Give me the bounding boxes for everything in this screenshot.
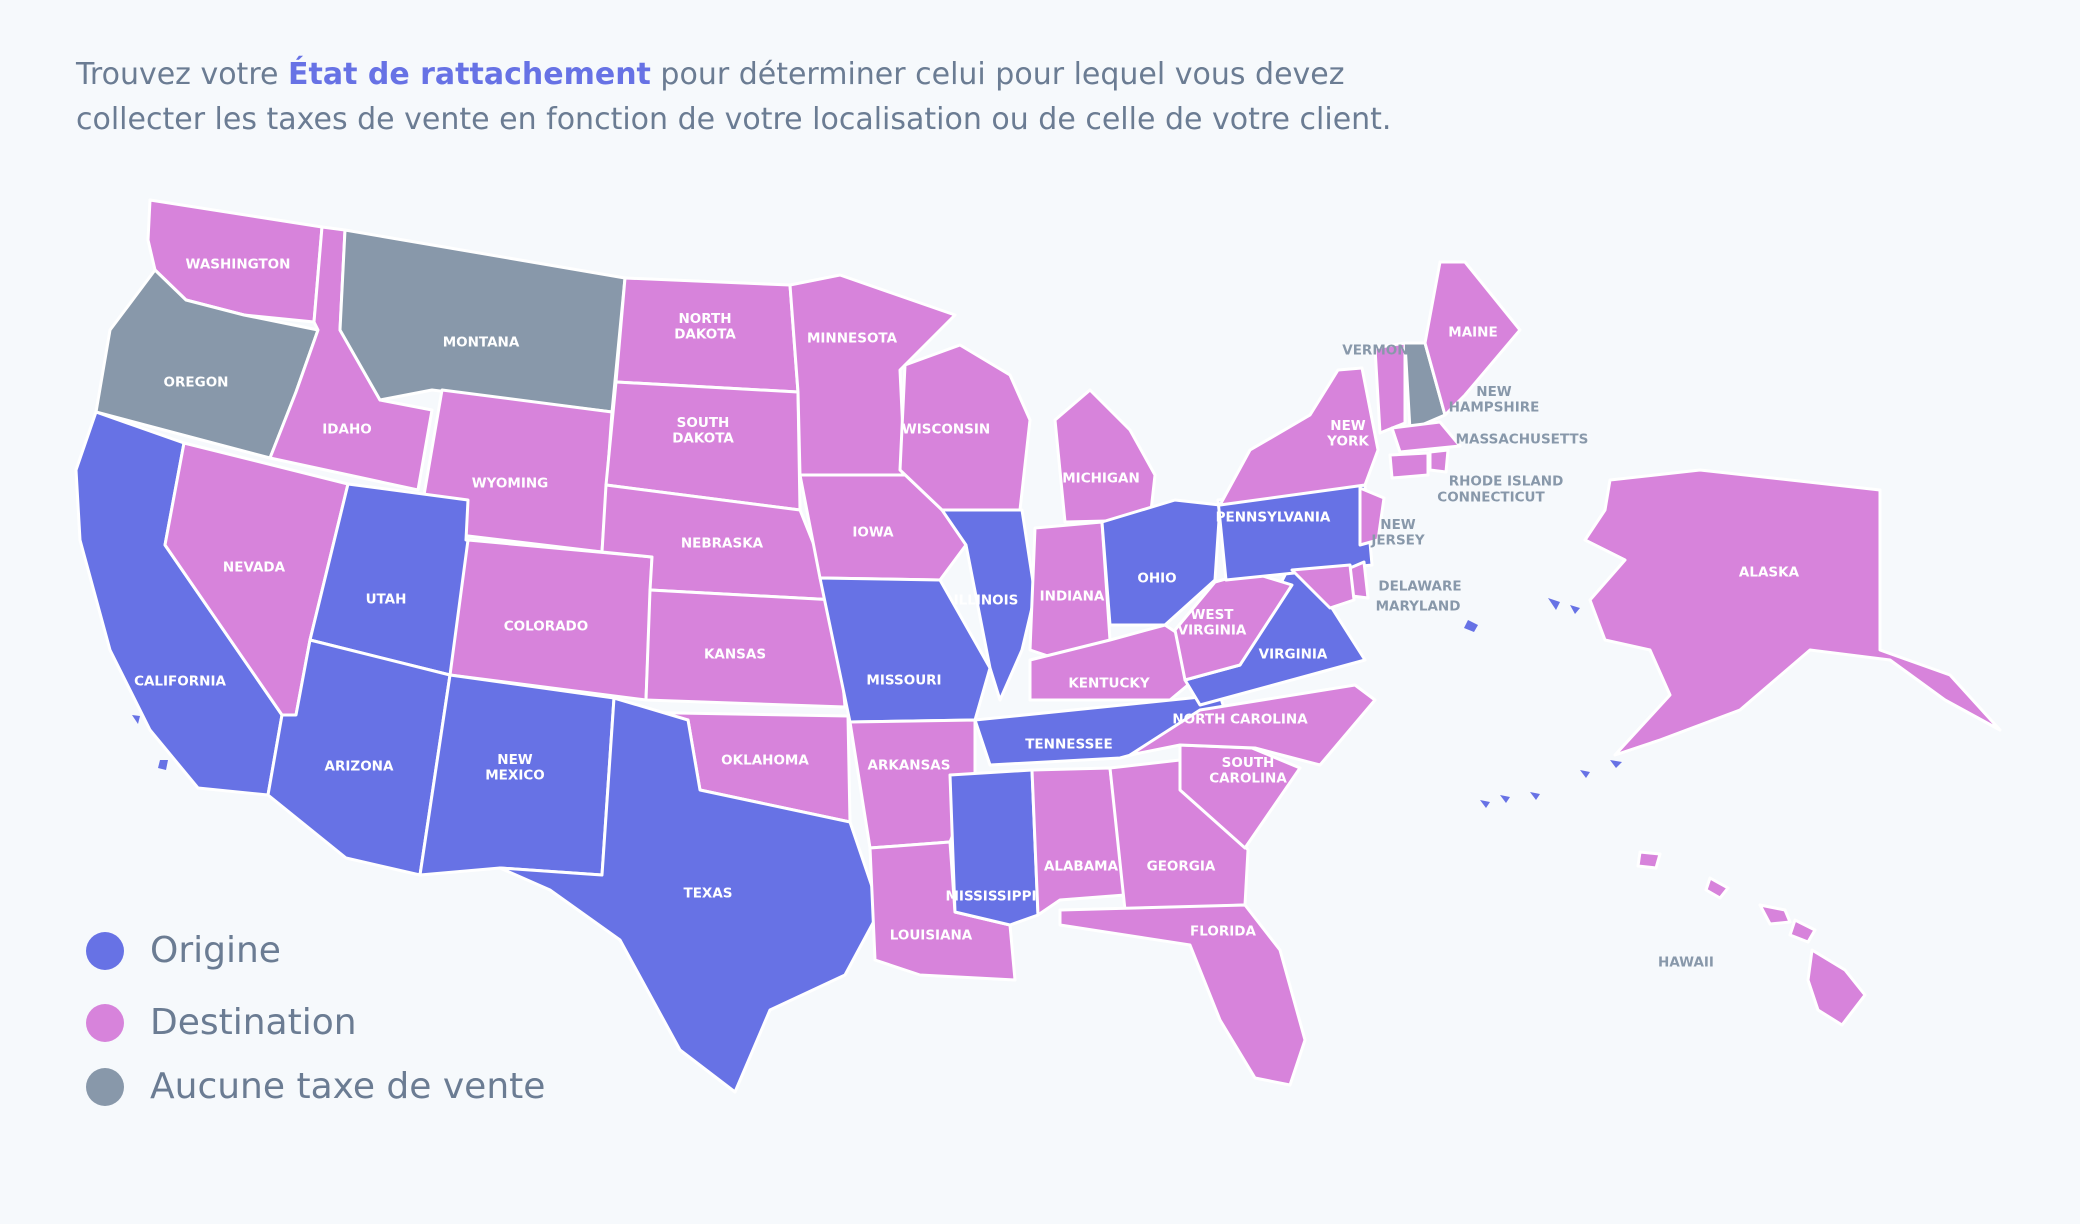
state-label-illinois: ILLINOIS	[954, 593, 1019, 609]
state-label-hawaii: HAWAII	[1658, 955, 1714, 971]
state-mississippi[interactable]	[948, 768, 1040, 927]
legend-item-destination: Destination	[86, 1002, 357, 1043]
state-connecticut[interactable]	[1388, 451, 1430, 480]
state-hawaii[interactable]	[1636, 850, 1867, 1027]
legend-label-destination: Destination	[150, 1002, 357, 1043]
state-north-carolina[interactable]	[1128, 683, 1377, 767]
island-5	[1610, 760, 1622, 768]
island-10	[132, 715, 140, 724]
state-label-florida: FLORIDA	[1190, 924, 1256, 940]
state-label-massachusetts: MASSACHUSETTS	[1456, 432, 1589, 448]
island-1	[1464, 620, 1478, 632]
state-label-arkansas: ARKANSAS	[868, 758, 951, 774]
island-6	[1480, 800, 1490, 808]
state-label-maryland: MARYLAND	[1376, 599, 1461, 615]
intro-text: Trouvez votre État de rattachement pour …	[76, 52, 1396, 142]
state-georgia[interactable]	[1108, 758, 1250, 912]
legend-swatch-destination	[86, 1003, 124, 1042]
state-label-montana: MONTANA	[443, 335, 520, 351]
state-label-oregon: OREGON	[164, 375, 229, 391]
state-maine[interactable]	[1423, 260, 1522, 417]
state-label-kentucky: KENTUCKY	[1068, 676, 1150, 692]
state-label-utah: UTAH	[366, 592, 407, 608]
state-label-nebraska: NEBRASKA	[681, 536, 764, 552]
state-label-tennessee: TENNESSEE	[1025, 737, 1113, 753]
legend-item-none: Aucune taxe de vente	[86, 1066, 545, 1107]
state-label-colorado: COLORADO	[504, 619, 589, 635]
state-label-nevada: NEVADA	[223, 560, 286, 576]
state-label-virginia: VIRGINIA	[1259, 647, 1328, 663]
state-label-california: CALIFORNIA	[134, 674, 226, 690]
state-michigan[interactable]	[1053, 388, 1157, 524]
legend-swatch-origin	[86, 931, 124, 970]
state-florida[interactable]	[1058, 903, 1307, 1087]
state-label-rhode-island: RHODE ISLAND	[1449, 474, 1564, 490]
state-label-south-carolina: SOUTH CAROLINA	[1209, 755, 1287, 787]
legend-swatch-none	[86, 1067, 124, 1106]
state-label-louisiana: LOUISIANA	[890, 928, 973, 944]
state-missouri[interactable]	[818, 576, 992, 724]
state-label-delaware: DELAWARE	[1378, 579, 1461, 595]
state-label-connecticut: CONNECTICUT	[1437, 490, 1545, 506]
state-label-washington: WASHINGTON	[186, 257, 291, 273]
island-3	[1570, 605, 1580, 614]
state-label-minnesota: MINNESOTA	[807, 331, 898, 347]
island-2	[1548, 598, 1560, 610]
state-label-new-hampshire: NEW HAMPSHIRE	[1449, 384, 1540, 416]
state-label-pennsylvania: PENNSYLVANIA	[1216, 510, 1331, 526]
state-label-north-carolina: NORTH CAROLINA	[1172, 712, 1308, 728]
island-9	[158, 760, 168, 770]
state-label-north-dakota: NORTH DAKOTA	[674, 311, 736, 343]
intro-text-end: pour déterminer celui pour lequel vous d…	[76, 57, 1392, 137]
state-label-wisconsin: WISCONSIN	[902, 422, 990, 438]
state-label-arizona: ARIZONA	[325, 759, 394, 775]
state-label-texas: TEXAS	[683, 886, 732, 902]
state-kansas[interactable]	[644, 588, 847, 709]
state-rhode-island[interactable]	[1428, 448, 1450, 474]
state-label-south-dakota: SOUTH DAKOTA	[672, 415, 734, 447]
state-new-york[interactable]	[1218, 366, 1380, 507]
state-label-new-jersey: NEW JERSEY	[1370, 517, 1425, 549]
state-west-virginia[interactable]	[1173, 570, 1294, 682]
state-label-georgia: GEORGIA	[1147, 859, 1216, 875]
state-label-mississippi: MISSISSIPPI	[946, 889, 1037, 905]
state-label-west-virginia: WEST VIRGINIA	[1178, 607, 1247, 639]
island-8	[1530, 792, 1540, 800]
state-label-new-mexico: NEW MEXICO	[485, 752, 544, 784]
state-new-jersey[interactable]	[1358, 486, 1386, 547]
legend-label-origin: Origine	[150, 930, 281, 971]
state-label-alabama: ALABAMA	[1044, 859, 1119, 875]
legend-item-origin: Origine	[86, 930, 281, 971]
state-label-maine: MAINE	[1448, 325, 1497, 341]
state-texas[interactable]	[498, 696, 882, 1094]
state-label-michigan: MICHIGAN	[1062, 471, 1140, 487]
state-label-indiana: INDIANA	[1040, 589, 1105, 605]
state-massachusetts[interactable]	[1390, 420, 1462, 454]
state-maryland[interactable]	[1290, 563, 1356, 610]
state-montana[interactable]	[338, 228, 627, 414]
state-vermont[interactable]	[1373, 341, 1407, 435]
state-label-ohio: OHIO	[1137, 571, 1176, 587]
state-label-kansas: KANSAS	[704, 647, 766, 663]
state-illinois[interactable]	[940, 508, 1037, 702]
state-label-iowa: IOWA	[852, 525, 894, 541]
state-label-wyoming: WYOMING	[472, 476, 549, 492]
legend-label-none: Aucune taxe de vente	[150, 1066, 546, 1107]
intro-highlight-link[interactable]: État de rattachement	[288, 57, 651, 92]
state-louisiana[interactable]	[868, 840, 1017, 982]
island-7	[1500, 795, 1510, 803]
state-ohio[interactable]	[1100, 498, 1222, 627]
state-label-vermont: VERMONT	[1342, 343, 1418, 359]
state-label-alaska: ALASKA	[1739, 565, 1800, 581]
state-label-new-york: NEW YORK	[1326, 418, 1369, 450]
state-label-idaho: IDAHO	[322, 422, 371, 438]
state-alaska[interactable]	[1583, 468, 2002, 757]
state-label-oklahoma: OKLAHOMA	[721, 753, 809, 769]
intro-text-start: Trouvez votre	[76, 57, 288, 92]
state-label-missouri: MISSOURI	[866, 673, 941, 689]
state-wisconsin[interactable]	[898, 343, 1032, 512]
state-alabama[interactable]	[1030, 766, 1127, 917]
island-4	[1580, 770, 1590, 778]
